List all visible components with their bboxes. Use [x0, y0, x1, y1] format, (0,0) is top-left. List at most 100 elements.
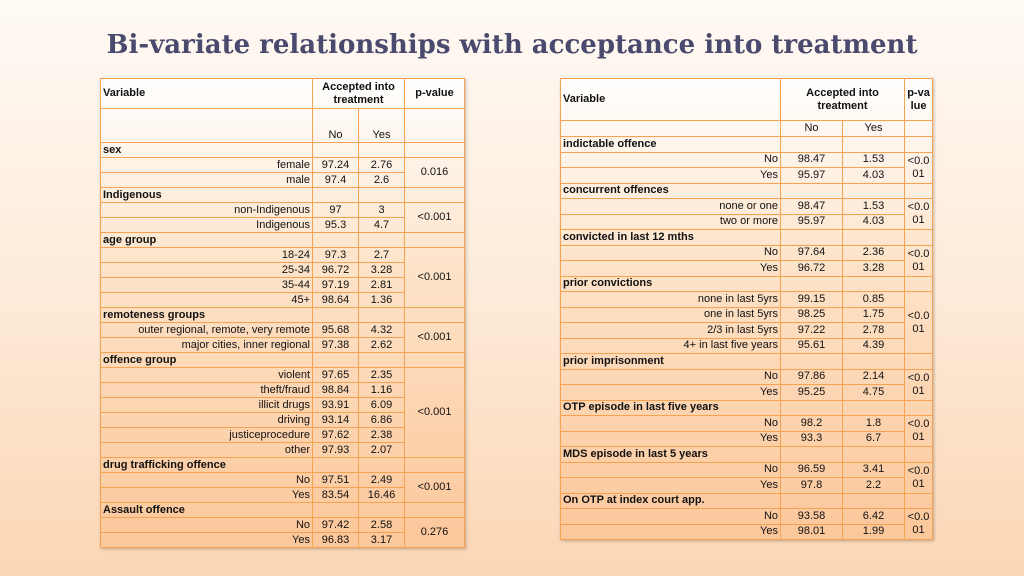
- no-value: 97.4: [312, 172, 359, 188]
- p-value: <0.001: [904, 244, 934, 277]
- yes-value: 2.49: [357, 472, 406, 488]
- table-row: major cities, inner regional 97.38 2.62: [100, 337, 465, 353]
- yes-value: 2.78: [841, 322, 906, 339]
- table-row: Yes 83.54 16.46: [100, 487, 465, 503]
- empty-cell: [780, 136, 843, 153]
- p-value: 0.276: [404, 517, 466, 548]
- slide-title: Bi-variate relationships with acceptance…: [106, 30, 918, 60]
- group-row: age group: [100, 232, 466, 248]
- row-label: 18-24: [100, 247, 313, 263]
- table-row: No 97.86 2.14 <0.001: [560, 368, 934, 401]
- row-label: major cities, inner regional: [100, 337, 313, 353]
- empty-cell: [404, 457, 466, 473]
- p-value: <0.001: [404, 247, 466, 308]
- table-row: driving 93.14 6.86: [100, 412, 465, 428]
- no-value: 95.97: [780, 213, 843, 230]
- yes-value: 2.58: [357, 517, 406, 533]
- group-label: OTP episode in last five years: [560, 399, 781, 416]
- no-value: 97.65: [312, 367, 359, 383]
- no-value: 97.86: [780, 368, 843, 385]
- group-row: OTP episode in last five years: [560, 399, 934, 416]
- no-value: 93.58: [780, 508, 843, 525]
- empty-cell: [904, 136, 934, 153]
- row-label: No: [560, 244, 781, 261]
- yes-subheader: Yes: [841, 120, 906, 137]
- table-row: 4+ in last five years 95.61 4.39: [560, 337, 933, 354]
- group-label: Assault offence: [100, 502, 313, 518]
- empty-cell: [357, 502, 406, 518]
- empty-cell: [904, 446, 934, 463]
- no-value: 97: [312, 202, 359, 218]
- yes-value: 4.39: [841, 337, 906, 354]
- yes-value: 3: [357, 202, 406, 218]
- no-value: 98.25: [780, 306, 843, 323]
- empty-cell: [312, 502, 359, 518]
- table-row: Yes 98.01 1.99: [560, 523, 933, 540]
- row-label: 45+: [100, 292, 313, 308]
- row-label: Yes: [560, 260, 781, 277]
- row-label: other: [100, 442, 313, 458]
- variable-header: Variable: [560, 78, 781, 121]
- empty-cell: [904, 182, 934, 199]
- p-value: <0.001: [904, 151, 934, 184]
- yes-value: 3.28: [841, 260, 906, 277]
- table-row: 2/3 in last 5yrs 97.22 2.78: [560, 322, 933, 339]
- row-label: none or one: [560, 198, 781, 215]
- yes-value: 16.46: [357, 487, 406, 503]
- table-row: illicit drugs 93.91 6.09: [100, 397, 465, 413]
- empty-cell: [904, 353, 934, 370]
- table-row: Yes 93.3 6.7: [560, 430, 933, 447]
- empty-cell: [312, 307, 359, 323]
- table-row: No 98.2 1.8 <0.001: [560, 415, 934, 447]
- no-value: 97.3: [312, 247, 359, 263]
- empty-cell: [780, 182, 843, 199]
- row-label: Yes: [100, 532, 313, 548]
- table-row: 18-24 97.3 2.7 <0.001: [100, 247, 466, 308]
- group-row: On OTP at index court app.: [560, 492, 934, 509]
- empty-cell: [404, 187, 466, 203]
- row-label: Yes: [560, 477, 781, 494]
- row-label: No: [100, 472, 313, 488]
- group-label: convicted in last 12 mths: [560, 229, 781, 246]
- empty-cell: [357, 232, 406, 248]
- no-value: 97.62: [312, 427, 359, 443]
- empty-cell: [904, 275, 934, 292]
- no-value: 83.54: [312, 487, 359, 503]
- group-row: MDS episode in last 5 years: [560, 446, 934, 463]
- yes-value: 3.17: [357, 532, 406, 548]
- empty-cell: [312, 142, 359, 158]
- empty-cell: [841, 353, 906, 370]
- empty-cell: [312, 232, 359, 248]
- yes-value: 2.81: [357, 277, 406, 293]
- p-value: <0.001: [404, 472, 466, 503]
- right-results-table: Variable Accepted into treatment p-value…: [560, 78, 934, 540]
- pvalue-subheader-blank: [904, 120, 934, 137]
- empty-cell: [841, 399, 906, 416]
- group-row: concurrent offences: [560, 182, 934, 199]
- p-value: <0.001: [904, 368, 934, 401]
- empty-cell: [404, 232, 466, 248]
- group-row: prior convictions: [560, 275, 934, 292]
- yes-value: 2.7: [357, 247, 406, 263]
- no-value: 95.61: [780, 337, 843, 354]
- yes-value: 0.85: [841, 291, 906, 308]
- yes-value: 2.76: [357, 157, 406, 173]
- empty-cell: [357, 307, 406, 323]
- no-value: 97.19: [312, 277, 359, 293]
- table-row: outer regional, remote, very remote 95.68…: [100, 322, 466, 353]
- table-row: 35-44 97.19 2.81: [100, 277, 465, 293]
- row-label: No: [560, 461, 781, 478]
- p-value: <0.001: [904, 291, 934, 354]
- no-value: 97.8: [780, 477, 843, 494]
- row-label: 2/3 in last 5yrs: [560, 322, 781, 339]
- yes-value: 3.28: [357, 262, 406, 278]
- row-label: one in last 5yrs: [560, 306, 781, 323]
- p-value: <0.001: [904, 415, 934, 447]
- yes-subheader: Yes: [357, 108, 406, 143]
- group-label: concurrent offences: [560, 182, 781, 199]
- row-label: No: [560, 508, 781, 525]
- row-label: Yes: [560, 384, 781, 401]
- table-row: Yes 95.25 4.75: [560, 384, 933, 401]
- no-value: 95.97: [780, 167, 843, 184]
- p-value: <0.001: [904, 508, 934, 540]
